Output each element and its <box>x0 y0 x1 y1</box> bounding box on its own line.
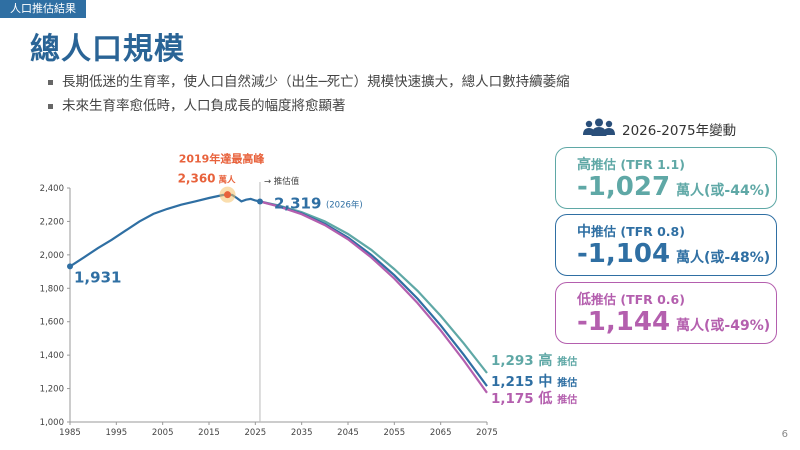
end-label-high: 1,293 高 推估 <box>491 352 577 369</box>
x-tick-label: 2035 <box>291 428 313 438</box>
end-value: 1,215 <box>491 374 538 390</box>
start-value-label: 1,931 <box>74 268 121 286</box>
y-tick-label: 1,600 <box>40 318 64 328</box>
bullet-item: 長期低迷的生育率，使人口自然減少（出生─死亡）規模快速擴大，總人口數持續萎縮 <box>48 70 570 94</box>
peak-point <box>224 191 232 199</box>
series-line-mid <box>259 200 488 387</box>
card-low-projection: 低推估 (TFR 0.6) -1,144 萬人(或-49%) <box>555 282 777 344</box>
peak-value: 2,360 <box>178 172 216 186</box>
card-level: 低 <box>577 292 591 308</box>
card-header: 中推估 (TFR 0.8) <box>577 221 685 241</box>
projection-start-point <box>256 198 263 205</box>
end-suffix: 推估 <box>557 355 577 368</box>
card-unit: 萬人(或-48%) <box>676 250 771 266</box>
x-tick-label: 2065 <box>430 428 452 438</box>
projection-label: → 推估值 <box>264 176 300 187</box>
end-label-low: 1,175 低 推估 <box>491 390 577 407</box>
people-icon <box>582 117 616 145</box>
card-unit: 萬人(或-49%) <box>676 318 771 334</box>
card-unit: 萬人(或-44%) <box>676 183 771 199</box>
projection-start-label: 2,319 <box>274 195 321 213</box>
end-level: 低 <box>537 390 557 407</box>
end-value: 1,293 <box>491 353 538 369</box>
y-tick-label: 1,800 <box>40 284 64 294</box>
end-value: 1,175 <box>491 391 538 407</box>
card-mid-projection: 中推估 (TFR 0.8) -1,104 萬人(或-48%) <box>555 214 777 276</box>
bullet-item: 未來生育率愈低時，人口負成長的幅度將愈顯著 <box>48 94 570 118</box>
card-number: -1,104 <box>577 239 671 269</box>
card-label: 推估 (TFR 1.1) <box>591 157 685 172</box>
y-tick-label: 1,200 <box>40 385 64 395</box>
chart-axes: 1,000 1,200 1,400 1,600 1,800 2,000 2,200 2,400… <box>40 182 498 438</box>
history-line <box>69 193 261 268</box>
end-suffix: 推估 <box>557 393 577 406</box>
start-point <box>67 263 73 270</box>
x-tick-label: 2025 <box>245 428 267 438</box>
chart-labels: → 推估值 1,931 2019年達最高峰 2,360 萬人 2,319 (2026年) 1,… <box>74 152 577 407</box>
card-number: -1,144 <box>577 307 671 337</box>
card-header: 低推估 (TFR 0.6) <box>577 289 685 309</box>
x-tick-label: 2055 <box>384 428 406 438</box>
y-tick-label: 2,200 <box>40 217 64 227</box>
bullet-list: 長期低迷的生育率，使人口自然減少（出生─死亡）規模快速擴大，總人口數持續萎縮 未… <box>48 70 570 118</box>
end-suffix: 推估 <box>557 376 577 389</box>
page-title: 總人口規模 <box>30 32 185 67</box>
legend-header: 2026-2075年變動 <box>582 117 736 141</box>
page-number: 6 <box>781 429 788 440</box>
card-level: 高 <box>577 157 591 173</box>
peak-unit: 萬人 <box>219 175 237 186</box>
x-tick-label: 1995 <box>106 428 128 438</box>
y-tick-label: 1,400 <box>40 351 64 361</box>
y-tick-label: 2,400 <box>40 184 64 194</box>
card-value: -1,027 萬人(或-44%) <box>577 172 770 202</box>
end-label-mid: 1,215 中 推估 <box>491 373 577 390</box>
x-tick-label: 1985 <box>59 428 81 438</box>
end-level: 高 <box>538 352 557 369</box>
x-tick-label: 2015 <box>198 428 220 438</box>
section-tag: 人口推估結果 <box>0 0 86 18</box>
card-value: -1,144 萬人(或-49%) <box>577 307 770 337</box>
card-level: 中 <box>577 224 591 240</box>
end-level: 中 <box>538 373 557 390</box>
population-line-chart: 1,000 1,200 1,400 1,600 1,800 2,000 2,200 2,400… <box>40 152 578 438</box>
x-tick-label: 2045 <box>337 428 359 438</box>
chart-lines <box>67 186 488 394</box>
x-tick-label: 2075 <box>476 428 498 438</box>
card-number: -1,027 <box>577 172 671 202</box>
card-header: 高推估 (TFR 1.1) <box>577 154 685 174</box>
y-tick-label: 1,000 <box>40 418 64 428</box>
card-label: 推估 (TFR 0.6) <box>591 292 685 307</box>
card-label: 推估 (TFR 0.8) <box>591 224 685 239</box>
card-value: -1,104 萬人(或-48%) <box>577 239 770 269</box>
legend-title: 2026-2075年變動 <box>622 123 737 139</box>
peak-title: 2019年達最高峰 <box>179 152 266 166</box>
series-line-low <box>259 200 488 394</box>
projection-year-note: (2026年) <box>326 200 363 211</box>
x-tick-label: 2005 <box>152 428 174 438</box>
card-high-projection: 高推估 (TFR 1.1) -1,027 萬人(或-44%) <box>555 147 777 209</box>
y-tick-label: 2,000 <box>40 251 64 261</box>
